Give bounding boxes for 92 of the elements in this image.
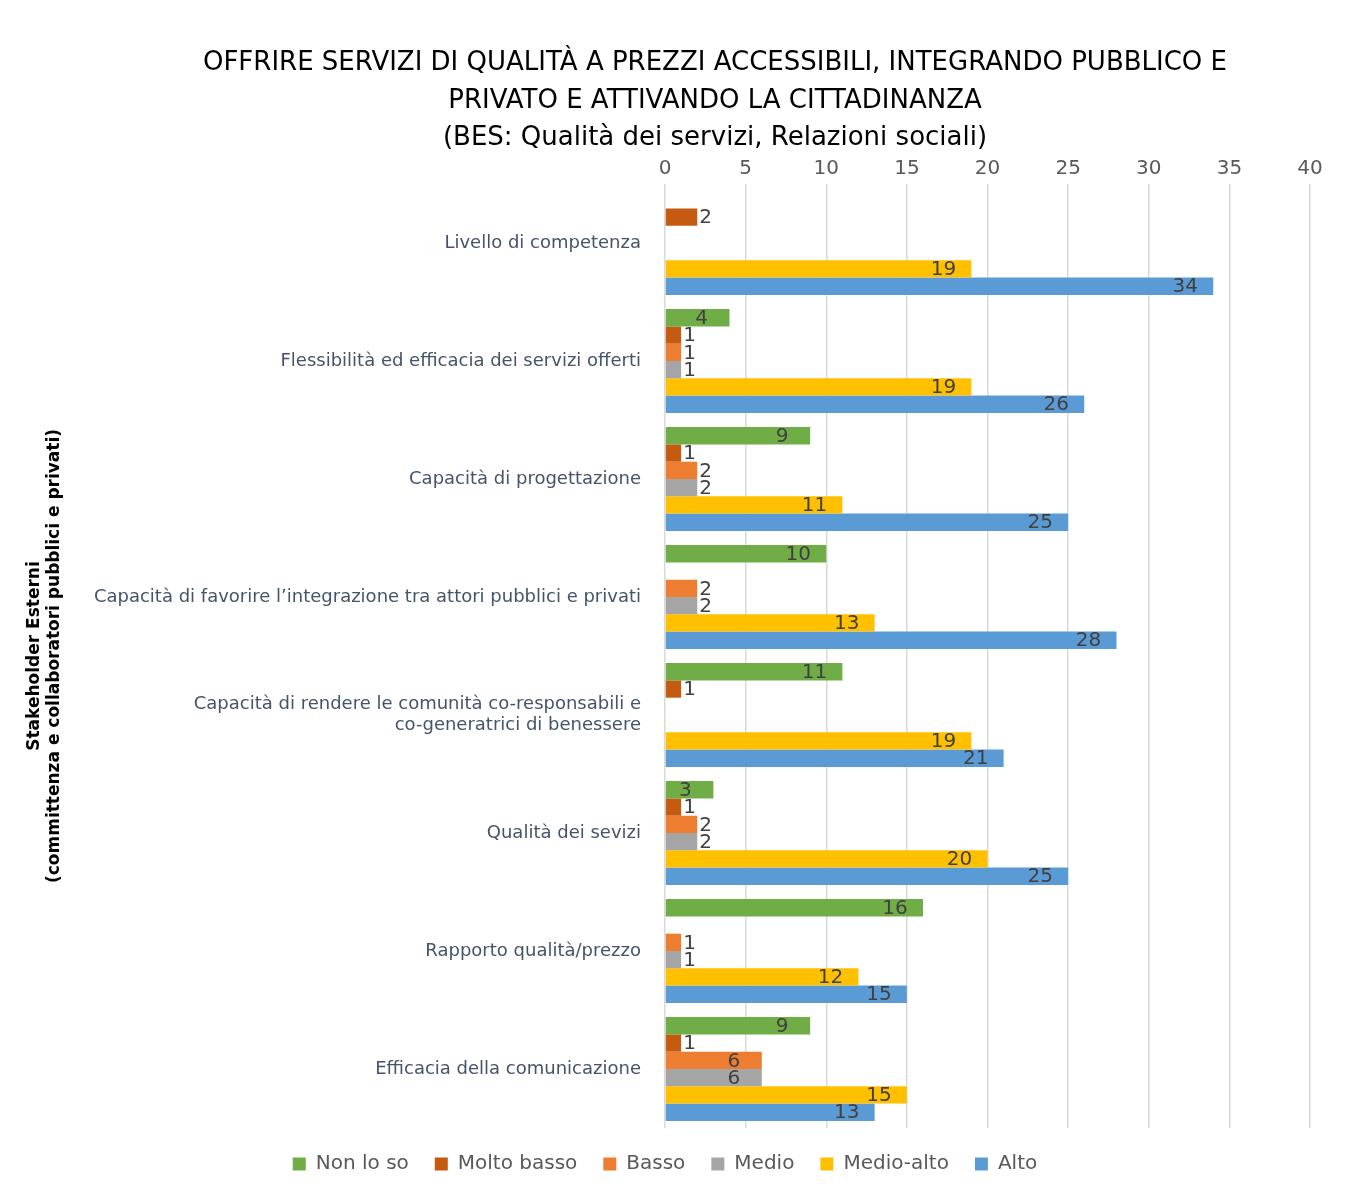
data-label: 34 [1172,273,1198,298]
data-label: 19 [930,256,957,281]
data-label: 4 [695,304,708,329]
data-label: 15 [866,981,892,1006]
bar [665,1034,682,1052]
bar [665,867,1069,885]
data-label: 26 [1043,391,1069,416]
bar [665,545,827,563]
data-label: 1 [683,440,696,465]
bar [665,732,972,750]
bar [665,427,811,445]
bar [665,479,698,497]
legend-label: Alto [997,1150,1038,1175]
data-label: 25 [1027,863,1053,888]
bar [665,277,1214,295]
bar [665,798,682,816]
data-label: 11 [801,492,828,517]
data-label: 1 [683,1030,696,1055]
bar [665,749,1004,767]
x-tick-label: 5 [739,155,752,180]
bar [665,631,1117,649]
data-label: 15 [866,1082,892,1107]
y-tick-label: Capacità di favorire l’integrazione tra attori pubblici e privati [93,584,641,606]
y-tick-label: Capacità di rendere le comunità co-responsabili e co-generatrici di benessere [193,691,641,735]
bar [665,614,875,632]
data-label: 19 [930,728,957,753]
data-label: 16 [882,894,908,919]
bar [665,1086,907,1104]
chart-title: OFFRIRE SERVIZI DI QUALITÀ A PREZZI ACCESSIBILI, INTEGRANDO PUBBLICO E PRIVATO E ATTIVANDO LA CITTADINANZA [201,44,1229,116]
bar [665,579,698,597]
data-label: 12 [817,964,844,989]
bar [665,597,698,615]
bar [665,444,682,462]
data-label: 2 [699,204,712,229]
x-tick-label: 10 [813,155,839,180]
legend-label: Medio [734,1150,795,1175]
bar [665,496,843,514]
x-tick-label: 15 [894,155,920,180]
data-label: 20 [946,846,973,871]
data-label: 28 [1075,627,1102,652]
x-tick-label: 20 [974,155,1001,180]
data-label: 9 [775,1012,789,1037]
bar [665,208,698,226]
data-label: 13 [833,1099,860,1124]
bar [665,968,859,986]
bar [665,663,843,681]
bar [665,899,923,917]
x-tick-label: 0 [658,155,672,180]
data-label: 21 [962,745,989,770]
x-tick-label: 25 [1055,155,1081,180]
bar [665,461,698,479]
bar [665,361,682,379]
y-tick-label: Flessibilità ed efficacia dei servizi offerti [280,348,641,370]
y-tick-label: Rapporto qualità/prezzo [425,938,641,960]
data-label: 13 [833,610,860,635]
data-label: 19 [930,374,957,399]
legend-label: Basso [626,1150,686,1175]
x-tick-label: 35 [1216,155,1243,180]
legend-label: Non lo so [315,1150,409,1175]
bar [665,951,682,969]
bar [665,513,1069,531]
bar [665,309,730,327]
bar [665,850,988,868]
y-axis-title: Stakeholder Esterni (committenza e collaboratori pubblici e privati) [22,428,64,884]
bar [665,1103,875,1121]
data-label: 9 [775,422,789,447]
bar [665,378,972,396]
x-tick-label: 40 [1297,155,1323,180]
y-tick-label: Livello di competenza [444,230,641,252]
bar [665,680,682,698]
bar [665,833,698,851]
bar [665,343,682,361]
legend-label: Medio-alto [843,1150,949,1175]
bar [665,815,698,833]
bar [665,260,972,278]
chart-subtitle: (BES: Qualità dei servizi, Relazioni sociali) [441,120,989,153]
bar [665,1017,811,1035]
y-tick-label: Capacità di progettazione [409,466,641,488]
y-tick-label: Qualità dei sevizi [486,820,641,842]
data-label: 1 [683,676,696,701]
x-tick-label: 30 [1136,155,1162,180]
legend-label: Molto basso [457,1150,578,1175]
bar [665,326,682,344]
y-tick-label: Efficacia della comunicazione [375,1056,641,1078]
bar [665,933,682,951]
bar [665,395,1085,413]
bar [665,1069,762,1087]
data-label: 10 [785,540,811,565]
data-label: 11 [801,658,828,683]
bar [665,1051,762,1069]
data-label: 25 [1027,509,1053,534]
bar [665,985,907,1003]
